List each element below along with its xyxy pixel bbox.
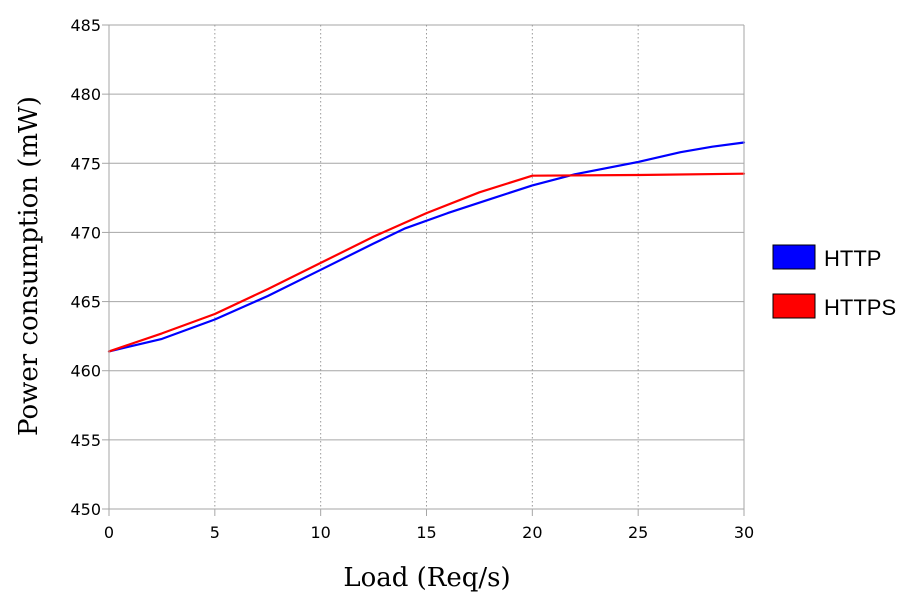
- x-tick-label: 30: [734, 523, 754, 542]
- legend: HTTP HTTPS: [772, 244, 896, 320]
- x-axis-title: Load (Req/s): [343, 563, 510, 593]
- y-axis-title: Power consumption (mW): [14, 96, 44, 436]
- x-tick-label: 20: [522, 523, 542, 542]
- axes: 450 455 460 465 470 475 480 485 0 5 10 15 20 25 30: [70, 16, 754, 542]
- series-line-http: [107, 141, 746, 353]
- x-tick-label: 5: [210, 523, 220, 542]
- y-tick-label: 460: [70, 362, 101, 381]
- y-tick-label: 480: [70, 85, 101, 104]
- legend-swatch-https: [772, 293, 816, 319]
- legend-swatch-http: [772, 244, 816, 270]
- y-tick-label: 465: [70, 293, 101, 312]
- legend-label-http: HTTP: [824, 246, 881, 271]
- x-tick-label: 25: [628, 523, 648, 542]
- series-lines: [107, 141, 746, 353]
- series-line-https: [107, 172, 746, 353]
- y-tick-label: 485: [70, 16, 101, 35]
- legend-label-https: HTTPS: [824, 295, 896, 320]
- y-tick-label: 475: [70, 154, 101, 173]
- y-tick-label: 450: [70, 500, 101, 519]
- x-tick-label: 10: [310, 523, 330, 542]
- x-tick-label: 15: [416, 523, 436, 542]
- grid: [109, 24, 744, 510]
- y-tick-label: 470: [70, 223, 101, 242]
- x-tick-label: 0: [104, 523, 114, 542]
- y-tick-label: 455: [70, 431, 101, 450]
